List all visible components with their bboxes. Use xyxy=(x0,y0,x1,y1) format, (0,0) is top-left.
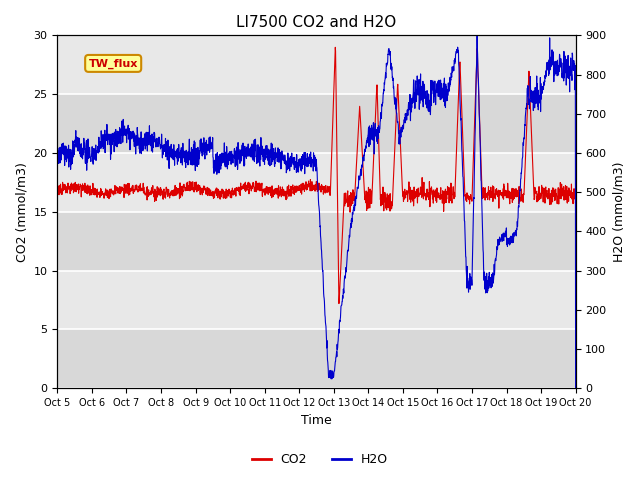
CO2 xyxy=(335,300,343,306)
H2O xyxy=(572,385,579,391)
H2O xyxy=(292,161,300,167)
CO2 xyxy=(572,186,579,192)
Legend: CO2, H2O: CO2, H2O xyxy=(247,448,393,471)
Bar xyxy=(58,94,575,153)
Line: CO2: CO2 xyxy=(58,48,575,303)
CO2 xyxy=(557,196,565,202)
CO2 xyxy=(557,195,564,201)
H2O xyxy=(305,158,313,164)
CO2 xyxy=(80,183,88,189)
H2O xyxy=(557,56,564,61)
Y-axis label: H2O (mmol/m3): H2O (mmol/m3) xyxy=(612,162,625,262)
Bar xyxy=(58,153,575,212)
H2O xyxy=(54,151,61,156)
Bar xyxy=(58,329,575,388)
Y-axis label: CO2 (mmol/m3): CO2 (mmol/m3) xyxy=(15,162,28,262)
CO2 xyxy=(292,185,300,191)
CO2 xyxy=(462,192,470,198)
Text: TW_flux: TW_flux xyxy=(88,58,138,69)
Line: H2O: H2O xyxy=(58,36,575,388)
Bar xyxy=(58,271,575,329)
Bar xyxy=(58,212,575,271)
H2O xyxy=(461,245,469,251)
Title: LI7500 CO2 and H2O: LI7500 CO2 and H2O xyxy=(236,15,397,30)
X-axis label: Time: Time xyxy=(301,414,332,427)
H2O xyxy=(473,33,481,39)
H2O xyxy=(557,58,564,64)
CO2 xyxy=(305,181,313,187)
Bar xyxy=(58,36,575,94)
CO2 xyxy=(54,190,61,195)
H2O xyxy=(80,135,88,141)
CO2 xyxy=(332,45,339,50)
